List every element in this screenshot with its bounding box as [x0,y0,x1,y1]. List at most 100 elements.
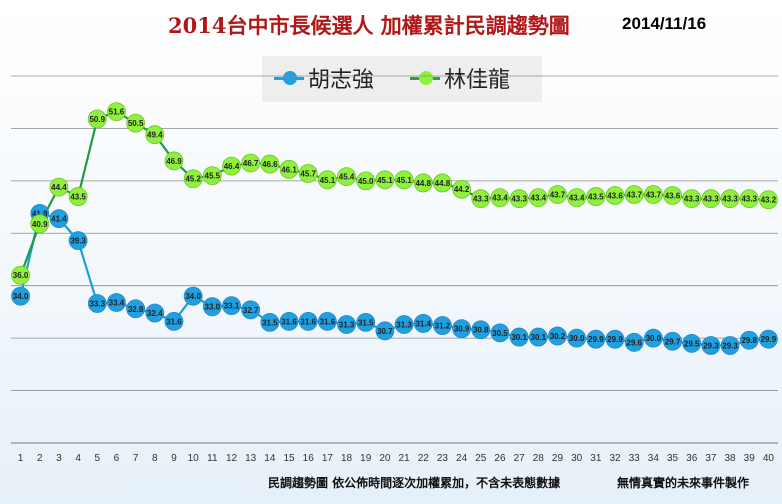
data-point-1 [260,154,280,174]
data-label-0: 34.0 [185,292,201,301]
x-tick-label: 27 [514,453,526,464]
data-point-1 [739,189,759,209]
x-tick-label: 24 [456,453,468,464]
data-label-0: 31.6 [281,317,297,326]
data-point-0 [509,327,529,347]
data-point-1 [643,185,663,204]
x-tick-label: 26 [494,453,506,464]
data-label-1: 51.6 [109,108,125,117]
x-tick-label: 15 [283,453,295,464]
data-label-0: 30.9 [454,325,470,334]
data-label-0: 32.4 [147,309,163,318]
data-point-1 [548,185,567,204]
data-label-1: 44.8 [435,179,451,188]
data-label-1: 43.6 [665,192,681,201]
data-label-1: 45.0 [358,177,374,186]
x-tick-label: 29 [552,453,564,464]
data-label-1: 45.1 [377,176,393,185]
legend-label-lin: 林佳龍 [444,68,511,93]
x-tick-label: 5 [95,453,101,464]
data-point-1 [471,189,491,209]
data-point-1 [337,167,356,187]
data-label-1: 43.4 [569,194,585,203]
data-point-1 [490,188,510,208]
data-label-0: 31.6 [300,317,316,326]
data-label-1: 43.3 [511,195,527,204]
data-point-0 [471,320,491,340]
data-point-0 [433,316,452,335]
data-point-1 [317,170,337,190]
data-point-0 [87,294,107,313]
chart-title: 2014台中市長候選人 加權累計民調趨勢圖 [168,13,570,38]
data-label-1: 45.5 [205,172,221,181]
data-label-0: 30.0 [569,334,585,343]
footnote-credit: 無情真實的未來事件製作 [617,476,750,490]
data-label-1: 46.9 [166,157,182,166]
data-label-1: 45.7 [300,169,316,178]
legend-label-hu: 胡志強 [308,68,375,93]
x-tick-label: 34 [648,453,660,464]
data-label-0: 31.6 [320,317,336,326]
data-label-1: 46.1 [281,165,297,174]
data-point-1 [586,187,606,206]
data-label-0: 29.3 [703,341,719,350]
data-label-1: 46.4 [224,162,240,171]
data-label-1: 43.5 [588,193,604,202]
data-point-1 [759,190,778,210]
x-tick-label: 40 [763,453,775,464]
data-point-0 [317,311,337,331]
data-label-0: 30.5 [492,329,508,338]
data-label-1: 45.1 [396,176,412,185]
data-label-0: 30.1 [511,333,527,342]
data-label-1: 43.4 [492,194,508,203]
data-point-0 [759,329,778,349]
x-tick-label: 38 [725,453,737,464]
data-point-1 [394,170,414,190]
data-point-0 [260,313,280,332]
data-point-0 [375,321,395,341]
data-point-1 [528,188,548,208]
x-tick-label: 19 [360,453,372,464]
x-tick-label: 4 [75,453,81,464]
data-point-1 [222,156,241,176]
data-label-1: 50.5 [128,119,144,128]
data-point-1 [701,189,721,209]
data-label-1: 43.6 [607,192,623,201]
data-point-0 [49,209,69,228]
x-tick-label: 7 [133,453,139,464]
x-tick-label: 10 [188,453,200,464]
data-label-1: 46.6 [262,160,278,169]
data-point-0 [337,315,356,334]
data-label-1: 36.0 [13,271,29,280]
data-label-0: 29.6 [626,338,642,347]
data-label-1: 50.9 [89,115,105,124]
data-label-0: 34.0 [13,292,29,301]
x-tick-label: 3 [56,453,62,464]
x-tick-label: 37 [705,453,717,464]
x-tick-label: 12 [226,453,238,464]
x-tick-label: 13 [245,453,257,464]
data-point-0 [720,336,740,355]
data-point-0 [279,311,299,331]
data-label-1: 45.1 [320,176,336,185]
data-label-0: 31.6 [166,317,182,326]
data-label-0: 41.9 [32,209,48,218]
data-label-0: 32.8 [128,305,144,314]
x-tick-label: 14 [264,453,276,464]
data-label-0: 32.7 [243,306,259,315]
data-point-0 [68,231,88,251]
x-tick-label: 17 [322,453,334,464]
data-point-0 [605,329,625,349]
data-label-0: 30.7 [377,327,393,336]
data-point-0 [624,332,644,352]
x-tick-label: 31 [590,453,602,464]
data-point-1 [509,189,529,209]
data-label-0: 31.4 [415,319,431,328]
data-label-1: 43.3 [703,195,719,204]
data-label-1: 43.3 [741,195,757,204]
data-point-0 [183,286,203,306]
data-point-1 [605,186,625,205]
data-label-0: 29.3 [722,341,738,350]
